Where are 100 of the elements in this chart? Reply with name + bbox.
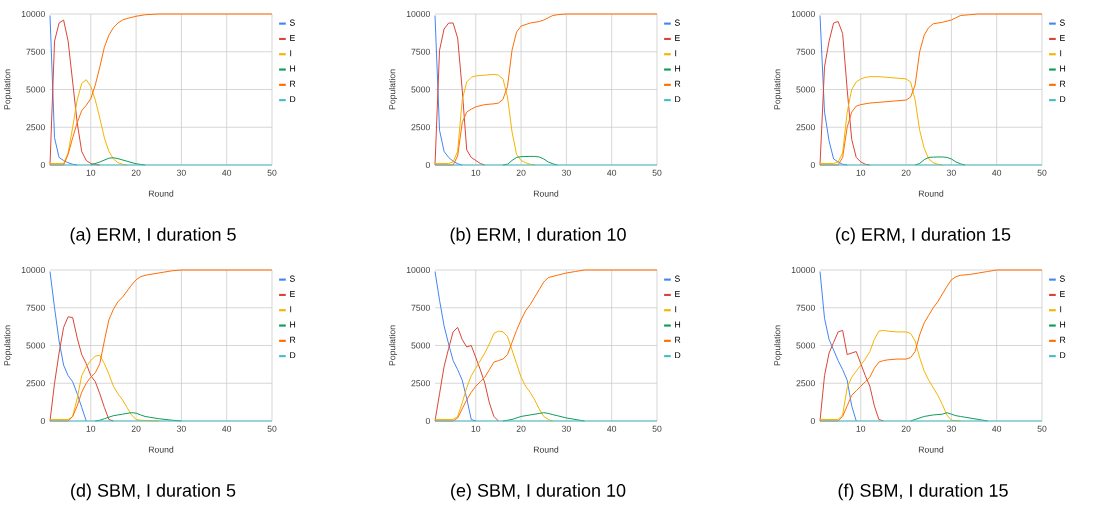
- line-series: [819, 271, 857, 422]
- y-tick-label: 2500: [796, 124, 815, 131]
- x-tick-label: 40: [607, 425, 617, 432]
- y-tick-label: 2500: [26, 124, 45, 131]
- legend-label: E: [1060, 290, 1065, 297]
- legend-label: I: [290, 50, 292, 57]
- y-tick-label: 2500: [411, 124, 430, 131]
- x-tick-label: 30: [561, 425, 571, 432]
- x-tick-label: 50: [267, 169, 277, 176]
- legend-label: I: [290, 306, 292, 313]
- legend-label: R: [1060, 80, 1066, 87]
- legend-label: S: [674, 275, 680, 282]
- legend-label: S: [674, 19, 680, 26]
- x-tick-label: 50: [1037, 425, 1047, 432]
- x-tick-label: 40: [992, 169, 1002, 176]
- y-tick-label: 5000: [26, 342, 45, 349]
- y-axis-title: Population: [388, 69, 398, 110]
- legend-label: R: [1060, 336, 1066, 343]
- y-axis-title: Population: [3, 325, 13, 366]
- legend-label: D: [1060, 352, 1066, 359]
- y-axis-title: Population: [773, 325, 783, 366]
- y-tick-label: 0: [425, 161, 430, 169]
- y-tick-label: 2500: [26, 380, 45, 387]
- x-axis-title: Round: [918, 446, 944, 453]
- legend-label: D: [290, 96, 296, 103]
- legend-label: D: [675, 352, 681, 359]
- y-axis-title: Population: [3, 69, 13, 110]
- y-tick-label: 5000: [26, 86, 45, 93]
- legend-label: R: [290, 80, 296, 87]
- y-tick-label: 5000: [411, 342, 430, 349]
- legend-label: D: [675, 96, 681, 103]
- x-tick-label: 50: [267, 425, 277, 432]
- legend-label: I: [675, 50, 677, 57]
- x-tick-label: 20: [901, 425, 911, 432]
- legend-label: H: [675, 321, 681, 328]
- y-tick-label: 7500: [26, 48, 45, 55]
- legend-label: S: [289, 19, 295, 26]
- y-tick-label: 10000: [791, 10, 815, 18]
- x-tick-label: 50: [652, 169, 662, 176]
- legend-label: E: [290, 290, 295, 297]
- line-series: [49, 271, 87, 422]
- legend-label: E: [675, 290, 680, 297]
- text: (d) SBM, I duration 5: [71, 483, 236, 501]
- x-tick-label: 30: [946, 425, 956, 432]
- y-tick-label: 7500: [411, 48, 430, 55]
- x-tick-label: 40: [607, 169, 617, 176]
- y-tick-label: 0: [810, 417, 815, 425]
- legend-label: D: [290, 352, 296, 359]
- y-tick-label: 10000: [791, 266, 815, 274]
- y-axis-title: Population: [388, 325, 398, 366]
- x-tick-label: 10: [856, 425, 866, 432]
- y-tick-label: 0: [40, 161, 45, 169]
- x-tick-label: 40: [222, 169, 232, 176]
- legend-label: R: [675, 80, 681, 87]
- legend-label: S: [1059, 19, 1065, 26]
- y-tick-label: 5000: [796, 342, 815, 349]
- x-axis-title: Round: [533, 190, 559, 197]
- y-tick-label: 0: [40, 417, 45, 425]
- legend-label: R: [290, 336, 296, 343]
- legend-label: S: [1059, 275, 1065, 282]
- x-tick-label: 40: [222, 425, 232, 432]
- text: (a) ERM, I duration 5: [70, 227, 236, 245]
- y-tick-label: 7500: [796, 304, 815, 311]
- x-tick-label: 20: [131, 169, 141, 176]
- line-series: [434, 326, 499, 422]
- text: (f) SBM, I duration 15: [838, 483, 1008, 501]
- legend-label: I: [1060, 306, 1062, 313]
- legend-label: H: [290, 321, 296, 328]
- y-axis-title: Population: [773, 69, 783, 110]
- x-axis-title: Round: [148, 190, 174, 197]
- line-series: [434, 269, 658, 422]
- legend-label: H: [675, 65, 681, 72]
- y-tick-label: 10000: [21, 10, 45, 18]
- legend-label: I: [1060, 50, 1062, 57]
- y-tick-label: 7500: [411, 304, 430, 311]
- y-tick-label: 5000: [411, 86, 430, 93]
- x-tick-label: 40: [992, 425, 1002, 432]
- x-tick-label: 30: [176, 169, 186, 176]
- x-tick-label: 30: [176, 425, 186, 432]
- x-tick-label: 30: [561, 169, 571, 176]
- x-tick-label: 10: [86, 425, 96, 432]
- x-axis-title: Round: [918, 190, 944, 197]
- x-tick-label: 10: [471, 169, 481, 176]
- x-tick-label: 30: [946, 169, 956, 176]
- text: (c) ERM, I duration 15: [836, 227, 1011, 245]
- x-axis-title: Round: [533, 446, 559, 453]
- legend-label: H: [1060, 65, 1066, 72]
- x-tick-label: 10: [86, 169, 96, 176]
- x-tick-label: 50: [652, 425, 662, 432]
- legend-label: E: [1060, 34, 1065, 41]
- y-tick-label: 10000: [406, 10, 430, 18]
- x-axis-title: Round: [148, 446, 174, 453]
- y-tick-label: 0: [425, 417, 430, 425]
- x-tick-label: 20: [516, 425, 526, 432]
- legend-label: E: [290, 34, 295, 41]
- y-tick-label: 5000: [796, 86, 815, 93]
- legend-label: H: [1060, 321, 1066, 328]
- y-tick-label: 0: [810, 161, 815, 169]
- y-tick-label: 10000: [406, 266, 430, 274]
- y-tick-label: 7500: [796, 48, 815, 55]
